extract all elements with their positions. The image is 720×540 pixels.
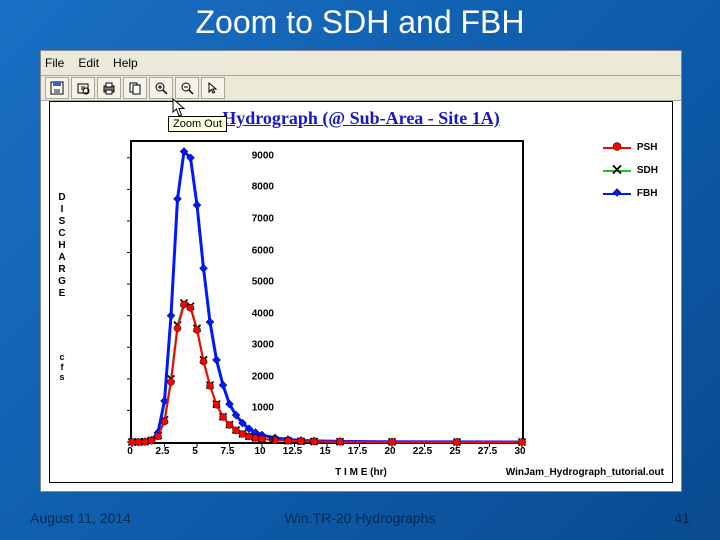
- open-icon[interactable]: [71, 77, 95, 99]
- y-tick: 3000: [234, 340, 274, 351]
- slide-footer: August 11, 2014 Win.TR-20 Hydrographs 41: [0, 510, 720, 532]
- copy-icon[interactable]: [123, 77, 147, 99]
- y-tick: 7000: [234, 213, 274, 224]
- menubar: File Edit Help: [41, 51, 681, 76]
- footer-title: Win.TR-20 Hydrographs: [0, 510, 720, 526]
- app-window: File Edit Help Hydrograph (@ Sub-Area - …: [40, 50, 682, 492]
- x-tick: 30: [514, 446, 525, 457]
- y-tick: 0: [234, 435, 274, 446]
- y-tick: 5000: [234, 277, 274, 288]
- slide-title: Zoom to SDH and FBH: [0, 0, 720, 43]
- x-tick: 5: [192, 446, 198, 457]
- x-tick: 2.5: [156, 446, 170, 457]
- toolbar: [41, 76, 681, 101]
- x-tick: 10: [254, 446, 265, 457]
- menu-edit[interactable]: Edit: [78, 56, 99, 70]
- y-tick: 6000: [234, 245, 274, 256]
- chart-area: Hydrograph (@ Sub-Area - Site 1A) DISCHA…: [49, 101, 673, 483]
- menu-help[interactable]: Help: [113, 56, 138, 70]
- print-icon[interactable]: [97, 77, 121, 99]
- y-tick: 4000: [234, 308, 274, 319]
- x-tick: 27.5: [478, 446, 497, 457]
- x-tick: 22.5: [413, 446, 432, 457]
- x-tick: 25: [449, 446, 460, 457]
- zoom-in-icon[interactable]: [149, 77, 173, 99]
- save-icon[interactable]: [45, 77, 69, 99]
- x-tick: 0: [127, 446, 133, 457]
- legend-item: PSH: [603, 142, 658, 153]
- y-axis-label: DISCHARGE: [56, 192, 68, 300]
- y-tick: 1000: [234, 403, 274, 414]
- chart-title: Hydrograph (@ Sub-Area - Site 1A): [50, 108, 672, 129]
- legend-item: SDH: [603, 165, 658, 176]
- x-tick: 12.5: [283, 446, 302, 457]
- y-axis-unit: cfs: [56, 352, 68, 382]
- menu-file[interactable]: File: [45, 56, 64, 70]
- pointer-icon[interactable]: [201, 77, 225, 99]
- x-tick: 20: [384, 446, 395, 457]
- plot-area[interactable]: [130, 140, 524, 444]
- x-tick: 15: [319, 446, 330, 457]
- y-tick: 8000: [234, 182, 274, 193]
- mouse-cursor: [172, 98, 188, 123]
- y-tick: 2000: [234, 371, 274, 382]
- x-tick: 17.5: [348, 446, 367, 457]
- x-tick: 7.5: [221, 446, 235, 457]
- bottom-right-label: WinJam_Hydrograph_tutorial.out: [506, 467, 664, 478]
- zoom-out-icon[interactable]: [175, 77, 199, 99]
- page-number: 41: [674, 510, 690, 526]
- y-tick: 9000: [234, 150, 274, 161]
- legend: PSH SDH FBH: [603, 142, 658, 211]
- legend-item: FBH: [603, 188, 658, 199]
